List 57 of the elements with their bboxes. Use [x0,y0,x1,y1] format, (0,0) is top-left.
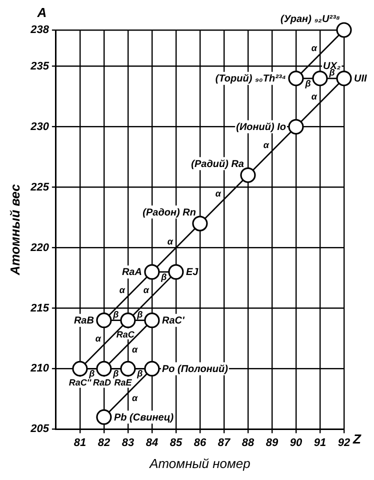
annotation: β [112,309,120,320]
data-label: RaC [116,329,135,340]
data-label: EJ [186,267,199,278]
y-tick-label: 235 [30,60,50,72]
x-axis-title: Атомный номер [148,456,250,471]
data-label: (Торий) ₉₀Th²³⁴ [215,74,286,85]
y-tick-label: 230 [30,120,50,133]
y-tick-label: 210 [30,362,50,375]
data-label: (Радий) Ra [191,158,244,170]
annotation: α [132,344,138,355]
annotation: β [136,309,144,320]
annotation: β [136,368,144,379]
data-label: (Радон) Rn [142,207,196,218]
data-label: RaD [92,378,112,388]
y-tick-label: 238 [30,24,50,36]
x-tick-label: 88 [242,436,255,449]
annotation: α [311,43,318,54]
annotation: α [132,392,138,403]
x-tick-label: 83 [122,436,134,449]
annotation: α [263,140,270,150]
x-tick-label: 81 [74,436,86,449]
data-label: RaC' [162,316,185,327]
text: Z [352,431,362,446]
data-label: RaB [74,316,94,327]
annotation: α [215,188,222,198]
y-tick-label: 225 [30,181,50,194]
x-tick-label: 85 [170,436,183,449]
data-label: RaE [114,378,133,388]
y-tick-label: 220 [30,242,50,254]
data-label: UII [354,74,367,85]
x-tick-label: 92 [338,436,350,449]
x-tick-label: 91 [314,436,326,449]
annotation: α [311,92,318,102]
x-tick-label: 90 [290,436,303,449]
data-label: Pb (Свинец) [114,412,174,424]
annotation: β [304,78,312,88]
annotation: α [119,285,126,296]
y-axis-title: Атомный вес [7,183,22,276]
annotation: α [95,334,102,344]
y-tick-label: 205 [30,423,50,436]
text: A [36,5,47,20]
annotation: α [143,285,150,296]
data-label: (Уран) ₉₂U²³⁸ [280,14,340,25]
x-tick-label: 84 [146,436,158,449]
x-tick-label: 89 [266,436,279,449]
data-label: RaC'' [68,378,92,388]
annotation: α [167,236,174,247]
data-label: (Ионий) Io [236,122,286,134]
annotation: β [160,272,168,282]
annotation: β [112,368,120,379]
x-tick-label: 86 [194,436,207,449]
annotation: β [88,368,96,379]
data-label: RaA [122,267,142,278]
x-tick-label: 82 [98,436,110,449]
y-tick-label: 215 [30,302,50,314]
x-tick-label: 87 [218,436,231,449]
data-label: Po (Полоний) [162,364,229,375]
